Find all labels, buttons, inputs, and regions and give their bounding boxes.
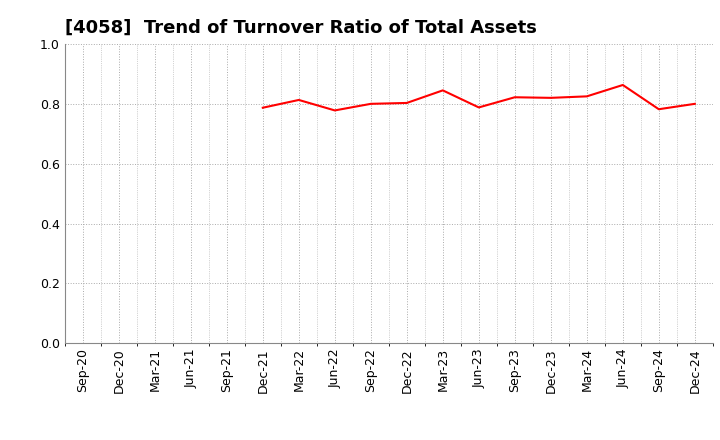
- Text: [4058]  Trend of Turnover Ratio of Total Assets: [4058] Trend of Turnover Ratio of Total …: [65, 19, 536, 37]
